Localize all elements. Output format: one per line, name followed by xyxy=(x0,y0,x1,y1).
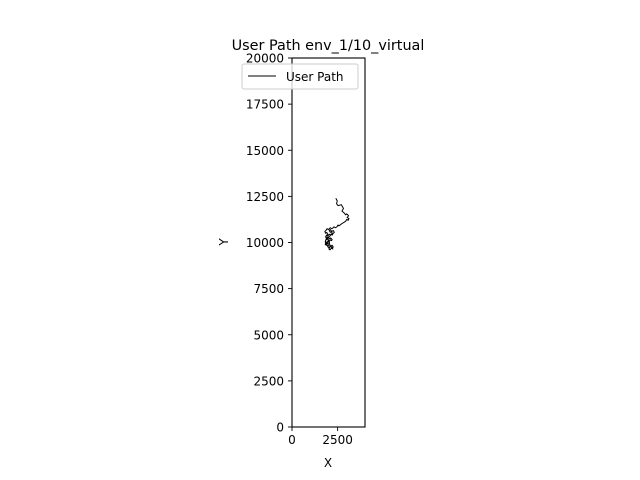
x-tick-label: 0 xyxy=(288,433,296,447)
y-tick-label: 20000 xyxy=(246,52,284,66)
x-axis-label: X xyxy=(324,456,332,470)
chart-title: User Path env_1/10_virtual xyxy=(232,38,425,54)
series-layer xyxy=(324,197,350,251)
series-line-user-path xyxy=(324,197,350,251)
y-tick-label: 10000 xyxy=(246,236,284,250)
legend: User Path xyxy=(241,63,359,90)
y-tick-label: 2500 xyxy=(253,374,284,388)
y-tick-label: 0 xyxy=(276,421,284,435)
legend-box xyxy=(241,63,359,90)
y-tick-label: 5000 xyxy=(253,328,284,342)
x-axis-ticks: 0 2500 xyxy=(288,427,353,447)
y-tick-label: 15000 xyxy=(246,144,284,158)
y-tick-label: 17500 xyxy=(246,98,284,112)
legend-entry-user-path: User Path xyxy=(286,70,344,84)
y-axis-label: Y xyxy=(217,238,231,247)
y-tick-label: 7500 xyxy=(253,282,284,296)
plot-area xyxy=(291,57,366,428)
y-axis-ticks: 0 2500 5000 7500 10000 12500 15000 17500 20000 xyxy=(246,52,292,435)
y-tick-label: 12500 xyxy=(246,190,284,204)
x-tick-label: 2500 xyxy=(322,433,353,447)
